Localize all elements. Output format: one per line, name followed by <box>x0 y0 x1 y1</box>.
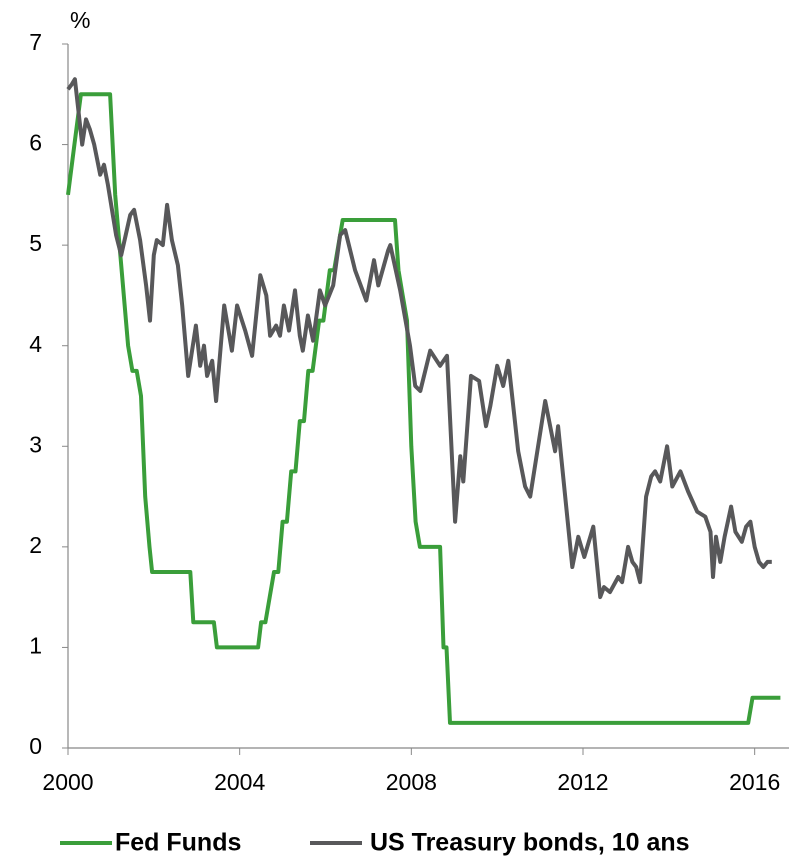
y-tick-label: 5 <box>29 230 42 256</box>
y-tick-label: 1 <box>29 633 42 659</box>
y-axis-label: % <box>70 7 90 33</box>
y-tick-label: 7 <box>29 29 42 55</box>
y-tick-label: 0 <box>29 733 42 759</box>
y-tick-label: 4 <box>29 331 42 357</box>
y-tick-label: 2 <box>29 532 42 558</box>
series-line <box>66 92 781 725</box>
legend: Fed Funds US Treasury bonds, 10 ans <box>60 829 690 857</box>
x-tick-label: 2000 <box>42 769 93 795</box>
x-tick-label: 2016 <box>729 769 780 795</box>
x-tick-label: 2012 <box>557 769 608 795</box>
x-tick-label: 2008 <box>386 769 437 795</box>
x-tick-label: 2004 <box>214 769 265 795</box>
legend-label: US Treasury bonds, 10 ans <box>370 829 690 857</box>
y-tick-label: 3 <box>29 431 42 457</box>
y-tick-label: 6 <box>29 130 42 156</box>
legend-label: Fed Funds <box>115 829 241 857</box>
series-line <box>66 77 772 600</box>
